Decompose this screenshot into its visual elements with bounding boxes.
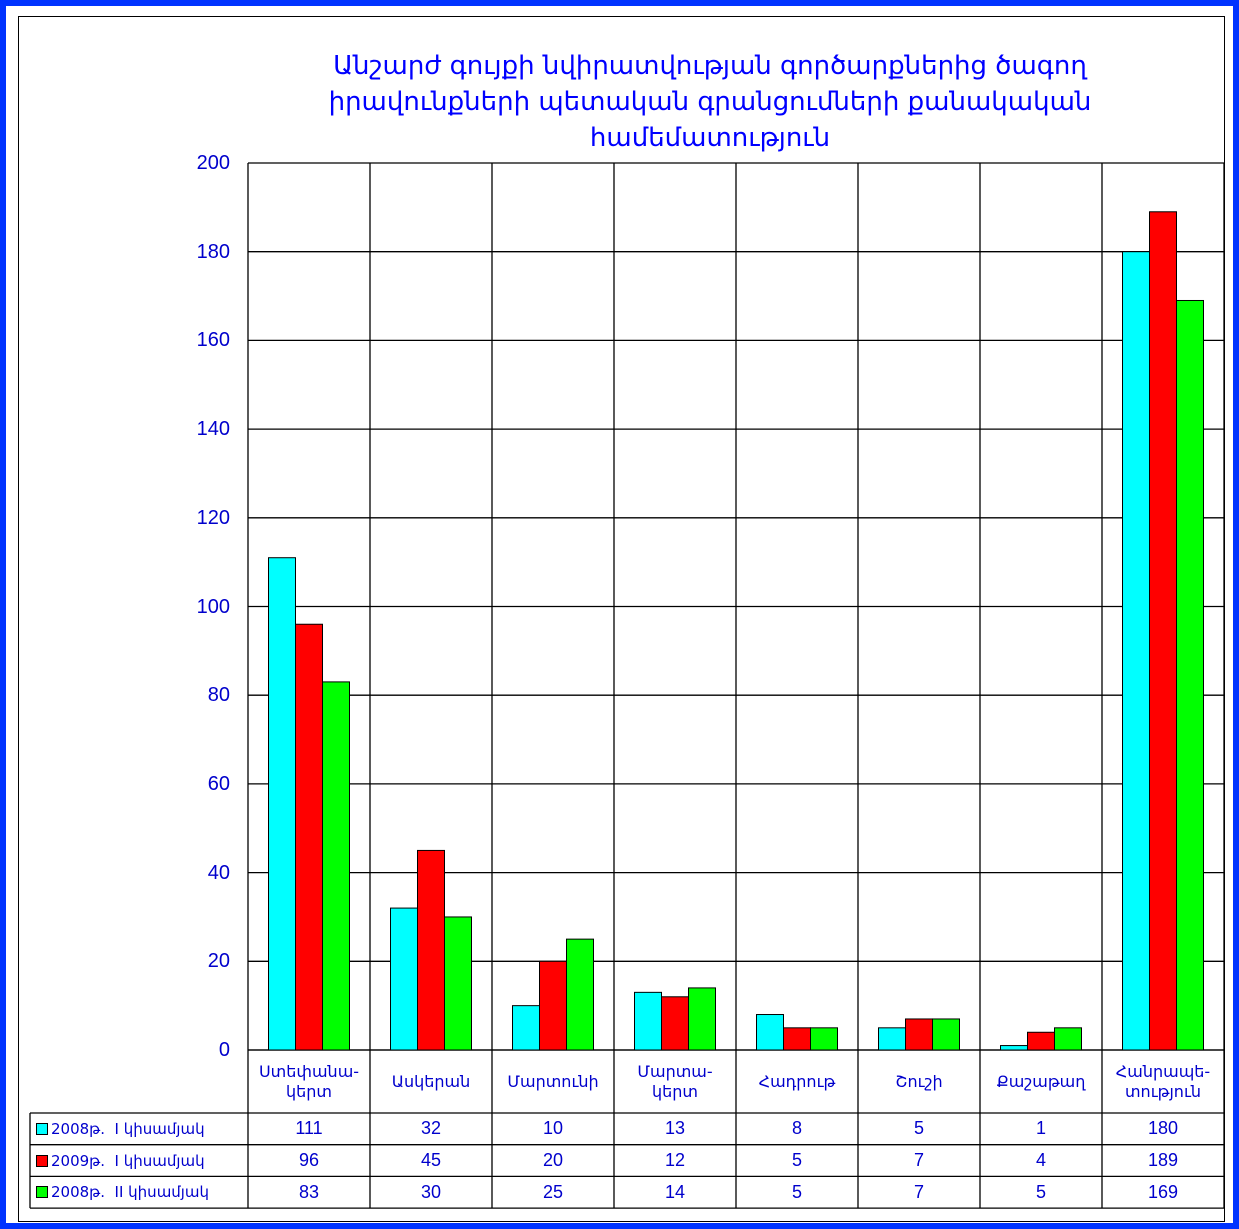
table-cell: 180 xyxy=(1147,1118,1179,1139)
table-cell: 32 xyxy=(420,1118,442,1139)
y-tick-label: 60 xyxy=(207,772,230,795)
legend-swatch xyxy=(36,1154,48,1167)
bar xyxy=(1122,251,1150,1051)
bar xyxy=(1027,1031,1055,1051)
bar xyxy=(810,1027,838,1051)
bar xyxy=(295,623,323,1051)
x-tick-label: Հադրութ xyxy=(758,1071,836,1091)
table-cell: 13 xyxy=(664,1118,686,1139)
table-cell: 10 xyxy=(542,1118,564,1139)
y-tick-label: 100 xyxy=(196,595,230,618)
x-tick-label: Հանրապե- տություն xyxy=(1115,1061,1211,1101)
table-cell: 96 xyxy=(298,1150,320,1171)
table-cell: 30 xyxy=(420,1181,442,1202)
table-cell: 5 xyxy=(791,1150,802,1171)
bar xyxy=(783,1027,811,1051)
table-cell: 111 xyxy=(295,1118,323,1139)
chart-title: Անշարժ գույքի նվիրատվության գործարքներից… xyxy=(328,51,1092,153)
table-cell: 14 xyxy=(664,1181,686,1202)
y-tick-label: 80 xyxy=(207,684,230,707)
x-tick-label: Մարտունի xyxy=(507,1071,599,1091)
legend-swatch xyxy=(36,1123,48,1135)
x-tick-label: Մարտա- կերտ xyxy=(637,1061,713,1101)
y-tick-label: 40 xyxy=(207,861,230,884)
table-cell: 5 xyxy=(791,1181,802,1202)
table-cell: 5 xyxy=(913,1118,924,1139)
x-tick-label: Ստեփանա- կերտ xyxy=(258,1061,360,1101)
bar xyxy=(512,1005,540,1051)
table-cell: 5 xyxy=(1035,1181,1046,1202)
table-cell: 25 xyxy=(542,1181,564,1202)
bar xyxy=(688,987,716,1051)
table-cell: 45 xyxy=(420,1150,442,1171)
table-cell: 20 xyxy=(542,1150,564,1171)
y-tick-label: 200 xyxy=(196,152,230,174)
table-cell: 169 xyxy=(1147,1181,1179,1202)
bar xyxy=(932,1018,960,1051)
y-tick-label: 140 xyxy=(196,418,230,441)
bar xyxy=(444,916,472,1051)
table-cell: 7 xyxy=(913,1181,924,1202)
table-cell: 1 xyxy=(1035,1118,1046,1139)
bar xyxy=(390,907,418,1051)
bar xyxy=(268,557,296,1051)
bar xyxy=(878,1027,906,1051)
x-tick-label: Քաշաթաղ xyxy=(996,1071,1086,1091)
bar xyxy=(634,991,662,1051)
bar xyxy=(756,1014,784,1051)
x-tick-label: Ասկերան xyxy=(391,1071,471,1091)
table-cell: 83 xyxy=(298,1181,320,1202)
bar xyxy=(417,849,445,1051)
table-cell: 12 xyxy=(664,1150,686,1171)
y-tick-label: 0 xyxy=(218,1039,230,1061)
table-cell: 8 xyxy=(791,1118,802,1139)
bar xyxy=(1149,211,1177,1051)
bar xyxy=(322,681,350,1051)
table-cell: 7 xyxy=(913,1150,924,1171)
x-tick-label: Շուշի xyxy=(895,1071,943,1091)
y-tick-label: 20 xyxy=(207,950,230,973)
bar xyxy=(1054,1027,1082,1051)
legend-label: 2008թ. II կիսամյակ xyxy=(51,1183,209,1202)
legend-label: 2008թ. I կիսամյակ xyxy=(51,1120,205,1138)
bar xyxy=(905,1018,933,1051)
y-tick-label: 120 xyxy=(196,506,230,529)
bar xyxy=(1176,299,1204,1051)
y-tick-label: 160 xyxy=(196,329,230,352)
legend-swatch xyxy=(36,1186,48,1199)
y-tick-label: 180 xyxy=(196,240,230,263)
bar xyxy=(661,996,689,1051)
legend-label: 2009թ. I կիսամյակ xyxy=(51,1151,205,1170)
bar xyxy=(566,938,594,1051)
table-cell: 4 xyxy=(1035,1150,1046,1171)
table-cell: 189 xyxy=(1147,1150,1179,1171)
bar xyxy=(539,960,567,1051)
